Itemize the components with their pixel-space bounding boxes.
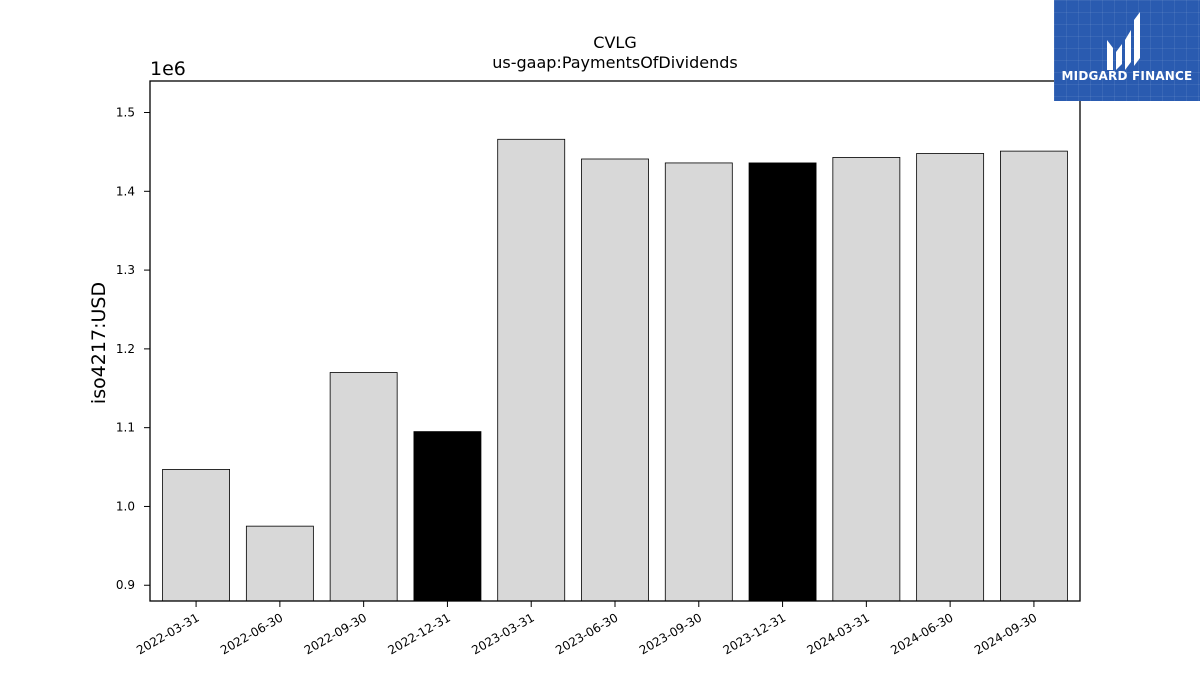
bars-group (162, 138, 1068, 602)
y-axis-label: iso4217:USD (88, 282, 110, 404)
x-tick-label: 2022-09-30 (302, 610, 369, 657)
x-tick-label: 2023-03-31 (469, 610, 536, 657)
y-tick-label: 1.0 (116, 499, 135, 513)
logo-mark-icon (1107, 12, 1140, 70)
bar-2022-09-30 (329, 372, 398, 602)
bar-2023-12-31 (748, 162, 817, 602)
bar-2024-09-30 (1000, 150, 1068, 602)
x-tick-label: 2024-09-30 (972, 610, 1039, 657)
x-tick-label: 2022-12-31 (386, 610, 453, 657)
x-tick-label: 2023-06-30 (553, 610, 620, 657)
bar-2022-12-31 (413, 431, 482, 602)
bar-2023-03-31 (497, 138, 566, 602)
x-tick-label: 2023-09-30 (637, 610, 704, 657)
y-tick-label: 0.9 (116, 578, 135, 592)
x-tick-label: 2022-06-30 (218, 610, 285, 657)
bar-2024-03-31 (832, 157, 901, 602)
chart-title: CVLG (593, 33, 636, 52)
y-tick-label: 1.2 (116, 342, 135, 356)
midgard-finance-logo: MIDGARD FINANCE (1054, 0, 1200, 101)
bar-2022-03-31 (162, 469, 230, 602)
chart-subtitle: us-gaap:PaymentsOfDividends (492, 53, 737, 72)
bar-2024-06-30 (916, 153, 985, 602)
x-tick-label: 2023-12-31 (721, 610, 788, 657)
x-tick-label: 2024-03-31 (804, 610, 871, 657)
x-tick-label: 2022-03-31 (134, 610, 201, 657)
y-tick-label: 1.5 (116, 106, 135, 120)
bar-2023-06-30 (581, 158, 649, 602)
y-tick-label: 1.3 (116, 263, 135, 277)
y-ticks-group: 0.9 1.0 1.1 1.2 1.3 1.4 1.5 (116, 106, 150, 592)
x-ticks-group: 2022-03-31 2022-06-30 2022-09-30 2022-12-31… (134, 601, 1039, 657)
bar-2023-09-30 (664, 162, 733, 602)
y-tick-label: 1.4 (116, 184, 135, 198)
bar-2022-06-30 (245, 525, 314, 602)
y-scale-label: 1e6 (150, 58, 186, 80)
logo-text: MIDGARD FINANCE (1061, 69, 1193, 83)
x-tick-label: 2024-06-30 (888, 610, 955, 657)
y-tick-label: 1.1 (116, 421, 135, 435)
plot-frame (149, 80, 1081, 602)
